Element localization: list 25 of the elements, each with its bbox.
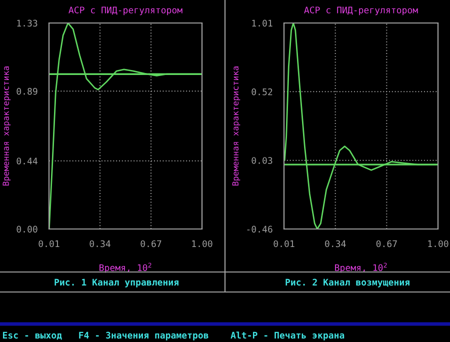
y-tick-label: 1.33 — [17, 20, 38, 27]
y-axis-title: Временная характеристика — [2, 66, 11, 186]
y-tick-label: 0.00 — [16, 226, 38, 233]
x-axis-title: Время, 10$^{2}$ — [335, 262, 387, 273]
x-tick-label: 1.00 — [192, 240, 212, 248]
y-tick-label: -0.46 — [247, 226, 272, 233]
y-tick-label: 0.03 — [252, 157, 272, 164]
x-tick-label: 0.01 — [274, 240, 294, 248]
x-tick-label: 0.01 — [38, 240, 60, 248]
text: Рис. 2 Канал возмущения — [286, 278, 410, 288]
text: Рис. 1 Канал управления — [54, 278, 178, 288]
chart-title: АСР с ПИД-регулятором — [68, 6, 182, 16]
x-tick-label: 0.67 — [140, 240, 162, 248]
x-tick-label: 1.00 — [428, 240, 448, 248]
y-tick-label: 0.44 — [16, 158, 38, 164]
x-tick-label: 0.67 — [376, 240, 397, 248]
y-axis-title: Временная характеристика — [232, 66, 240, 186]
x-tick-label: 0.34 — [325, 240, 346, 248]
chart-title: АСР с ПИД-регулятором — [304, 6, 418, 16]
y-tick-label: 0.52 — [252, 88, 272, 96]
y-tick-label: 0.89 — [16, 88, 38, 95]
y-tick-label: 1.01 — [252, 20, 272, 27]
x-axis-title: Время, 10$^{2}$ — [100, 262, 152, 273]
text: Esc - выход F4 - Значения параметров Alt-P - Печать экрана — [2, 332, 344, 340]
x-tick-label: 0.34 — [90, 240, 110, 248]
